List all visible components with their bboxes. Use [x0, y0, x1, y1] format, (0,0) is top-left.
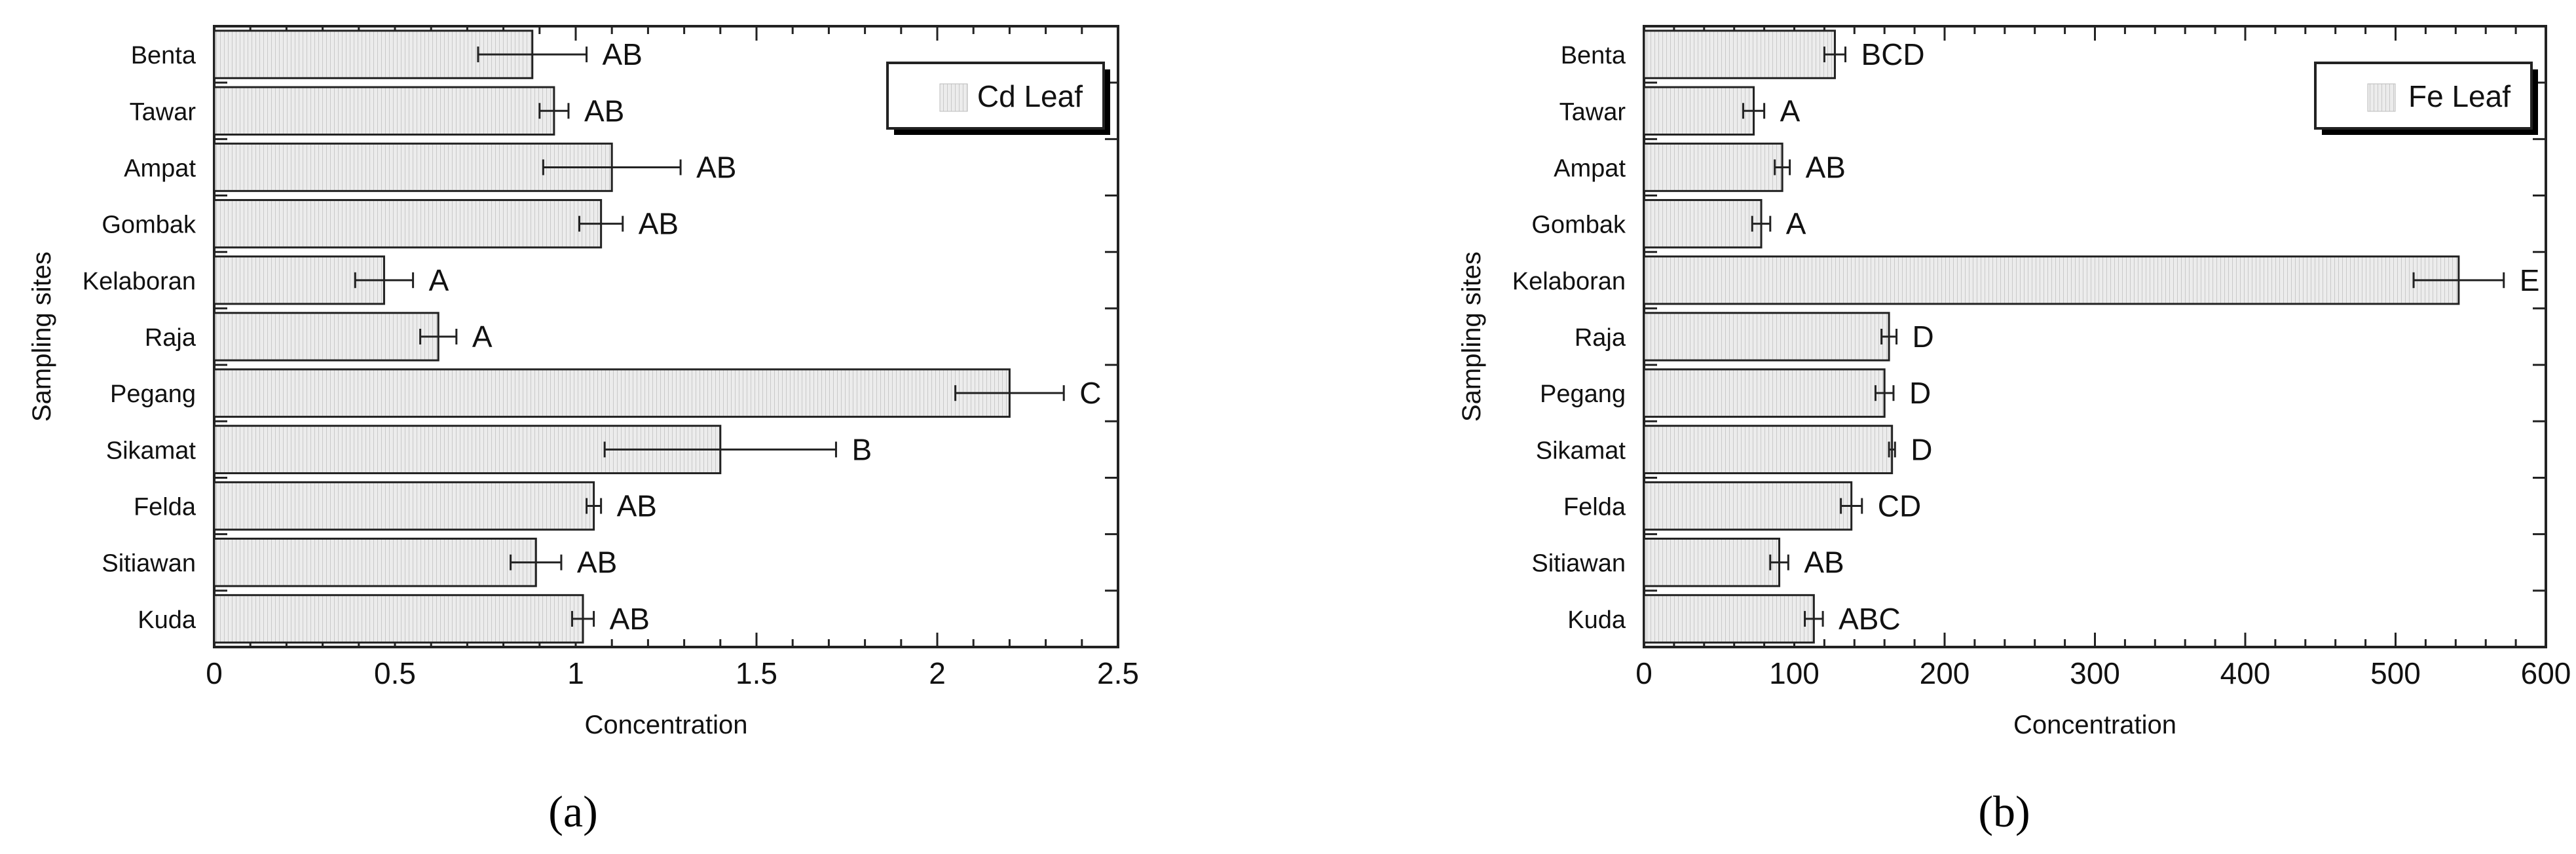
x-tick-label: 200 — [1920, 656, 1970, 690]
bar — [1643, 312, 1890, 362]
x-tick-label: 0 — [1635, 656, 1652, 690]
legend-label: Fe Leaf — [2408, 79, 2511, 113]
legend-label: Cd Leaf — [977, 79, 1083, 113]
panel-label: (b) — [1978, 787, 2030, 836]
x-tick-label: 1.5 — [736, 656, 777, 690]
category-label: Raja — [1575, 324, 1626, 352]
bar — [1643, 481, 1853, 531]
significance-letter: AB — [610, 602, 650, 636]
category-label: Kuda — [1567, 606, 1626, 634]
bar — [1643, 368, 1886, 418]
significance-letter: ABC — [1839, 602, 1901, 636]
legend-box — [886, 62, 1105, 130]
legend-swatch — [939, 83, 968, 112]
x-axis-title: Concentration — [584, 711, 747, 739]
x-tick-label: 0.5 — [374, 656, 416, 690]
x-tick-label: 100 — [1769, 656, 1820, 690]
category-label: Sitiawan — [1531, 550, 1626, 578]
significance-letter: AB — [639, 207, 679, 241]
x-tick-label: 2.5 — [1097, 656, 1139, 690]
category-label: Benta — [1561, 42, 1626, 69]
significance-letter: AB — [577, 546, 617, 580]
category-label: Kelaboran — [83, 268, 196, 295]
bar — [1643, 255, 2460, 305]
category-label: Gombak — [102, 212, 196, 239]
x-tick-label: 0 — [206, 656, 223, 690]
significance-letter: AB — [696, 150, 736, 184]
y-axis-title: Sampling sites — [1457, 251, 1486, 422]
significance-letter: A — [1786, 207, 1806, 241]
significance-letter: BCD — [1861, 37, 1925, 71]
x-tick-label: 1 — [567, 656, 584, 690]
significance-letter: A — [429, 263, 449, 297]
significance-letter: D — [1911, 432, 1932, 466]
category-label: Pegang — [110, 381, 196, 408]
bar — [1643, 424, 1894, 475]
significance-letter: C — [1079, 376, 1101, 410]
category-label: Kuda — [138, 606, 196, 634]
x-tick-label: 2 — [929, 656, 946, 690]
bar — [1643, 29, 1836, 79]
category-label: Gombak — [1531, 212, 1626, 239]
category-label: Ampat — [124, 155, 196, 182]
bar — [1643, 142, 1783, 193]
bar — [213, 538, 537, 587]
significance-letter: AB — [584, 94, 624, 128]
category-label: Sikamat — [106, 437, 196, 464]
x-axis-title: Concentration — [2013, 711, 2176, 739]
significance-letter: D — [1909, 376, 1931, 410]
x-tick-label: 600 — [2521, 656, 2571, 690]
legend-box — [2314, 62, 2533, 130]
significance-letter: A — [472, 320, 493, 354]
bar — [213, 86, 555, 136]
category-label: Sitiawan — [102, 550, 196, 578]
category-label: Raja — [145, 324, 196, 352]
significance-letter: B — [851, 432, 872, 466]
significance-letter: AB — [1806, 150, 1846, 184]
significance-letter: AB — [1804, 546, 1844, 580]
bar — [1643, 198, 1763, 249]
legend-swatch — [2367, 83, 2396, 112]
category-label: Felda — [134, 494, 196, 521]
bar — [213, 368, 1011, 418]
significance-letter: D — [1913, 320, 1934, 354]
significance-letter: E — [2520, 263, 2540, 297]
category-label: Benta — [131, 42, 196, 69]
bar — [213, 312, 439, 362]
bar — [213, 594, 584, 644]
category-label: Pegang — [1540, 381, 1626, 408]
chart-panel-b: 0 100 200 300 400 500 600 Benta BCD Tawar A Ampat AB… — [1457, 25, 2571, 836]
significance-letter: AB — [617, 489, 657, 523]
x-tick-label: 400 — [2220, 656, 2271, 690]
category-label: Tawar — [130, 98, 196, 126]
category-label: Sikamat — [1536, 437, 1626, 464]
bar — [1643, 538, 1781, 587]
significance-letter: AB — [603, 37, 643, 71]
bar — [213, 198, 603, 249]
category-label: Felda — [1563, 494, 1626, 521]
category-label: Tawar — [1559, 98, 1626, 126]
category-label: Ampat — [1554, 155, 1626, 182]
y-axis-title: Sampling sites — [28, 251, 56, 422]
significance-letter: A — [1780, 94, 1801, 128]
x-tick-label: 300 — [2070, 656, 2120, 690]
bar — [1643, 594, 1815, 644]
significance-letter: CD — [1878, 489, 1921, 523]
panel-label: (a) — [548, 787, 597, 836]
category-label: Kelaboran — [1512, 268, 1626, 295]
bar — [213, 481, 595, 531]
bar — [1643, 86, 1755, 136]
x-tick-label: 500 — [2370, 656, 2421, 690]
